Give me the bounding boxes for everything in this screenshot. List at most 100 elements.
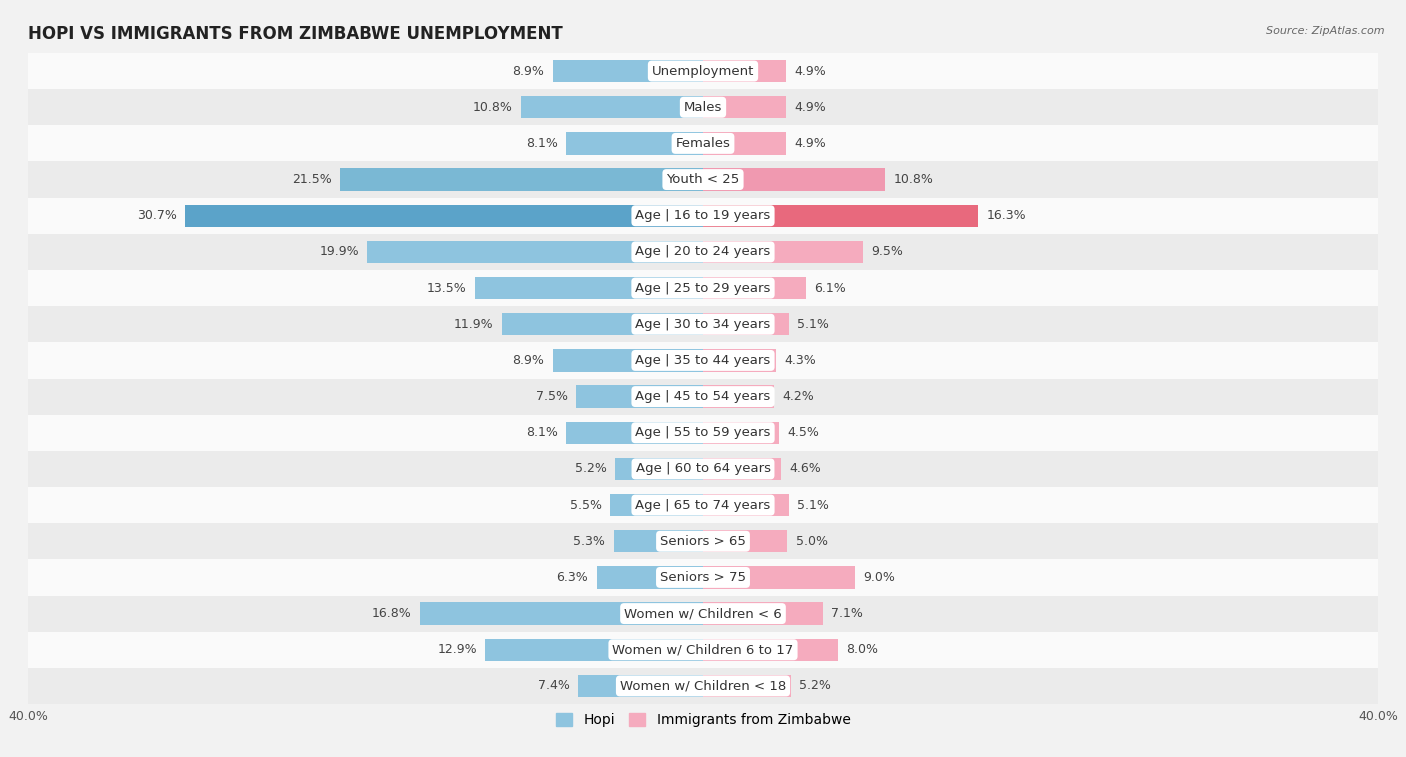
- Text: 19.9%: 19.9%: [319, 245, 359, 258]
- Text: 4.5%: 4.5%: [787, 426, 820, 439]
- Bar: [703, 674, 790, 697]
- Bar: [703, 385, 773, 408]
- Text: 11.9%: 11.9%: [454, 318, 494, 331]
- Bar: [703, 530, 787, 553]
- Bar: [703, 60, 786, 83]
- Legend: Hopi, Immigrants from Zimbabwe: Hopi, Immigrants from Zimbabwe: [550, 707, 856, 733]
- Bar: [703, 132, 786, 154]
- Bar: [520, 96, 703, 118]
- Bar: [28, 306, 1378, 342]
- Bar: [186, 204, 703, 227]
- Text: 8.9%: 8.9%: [513, 64, 544, 77]
- Text: Age | 30 to 34 years: Age | 30 to 34 years: [636, 318, 770, 331]
- Text: Unemployment: Unemployment: [652, 64, 754, 77]
- Text: 8.1%: 8.1%: [526, 137, 558, 150]
- Text: 7.4%: 7.4%: [538, 680, 569, 693]
- Bar: [28, 668, 1378, 704]
- Text: 16.3%: 16.3%: [987, 209, 1026, 223]
- Bar: [485, 639, 703, 661]
- Bar: [28, 523, 1378, 559]
- Text: Age | 35 to 44 years: Age | 35 to 44 years: [636, 354, 770, 367]
- Text: 4.3%: 4.3%: [785, 354, 815, 367]
- Text: 6.3%: 6.3%: [557, 571, 588, 584]
- Text: 5.2%: 5.2%: [799, 680, 831, 693]
- Text: Age | 16 to 19 years: Age | 16 to 19 years: [636, 209, 770, 223]
- Text: 6.1%: 6.1%: [814, 282, 846, 294]
- Bar: [502, 313, 703, 335]
- Bar: [367, 241, 703, 263]
- Text: 5.1%: 5.1%: [797, 499, 830, 512]
- Bar: [610, 494, 703, 516]
- Text: 4.9%: 4.9%: [794, 137, 825, 150]
- Text: 8.9%: 8.9%: [513, 354, 544, 367]
- Text: HOPI VS IMMIGRANTS FROM ZIMBABWE UNEMPLOYMENT: HOPI VS IMMIGRANTS FROM ZIMBABWE UNEMPLO…: [28, 25, 562, 43]
- Bar: [28, 89, 1378, 126]
- Bar: [28, 342, 1378, 378]
- Text: Women w/ Children < 18: Women w/ Children < 18: [620, 680, 786, 693]
- Bar: [703, 494, 789, 516]
- Text: 4.2%: 4.2%: [782, 390, 814, 403]
- Bar: [703, 96, 786, 118]
- Text: 4.9%: 4.9%: [794, 64, 825, 77]
- Text: 10.8%: 10.8%: [894, 173, 934, 186]
- Text: 4.9%: 4.9%: [794, 101, 825, 114]
- Bar: [553, 60, 703, 83]
- Bar: [578, 674, 703, 697]
- Bar: [613, 530, 703, 553]
- Text: Age | 55 to 59 years: Age | 55 to 59 years: [636, 426, 770, 439]
- Text: 10.8%: 10.8%: [472, 101, 512, 114]
- Bar: [28, 234, 1378, 270]
- Bar: [703, 349, 776, 372]
- Bar: [419, 603, 703, 625]
- Text: 5.0%: 5.0%: [796, 534, 828, 548]
- Bar: [28, 198, 1378, 234]
- Text: 8.1%: 8.1%: [526, 426, 558, 439]
- Bar: [703, 458, 780, 480]
- Bar: [703, 204, 979, 227]
- Bar: [28, 596, 1378, 631]
- Text: Youth < 25: Youth < 25: [666, 173, 740, 186]
- Text: 16.8%: 16.8%: [371, 607, 411, 620]
- Bar: [28, 487, 1378, 523]
- Text: 5.2%: 5.2%: [575, 463, 607, 475]
- Text: 30.7%: 30.7%: [136, 209, 177, 223]
- Bar: [28, 161, 1378, 198]
- Text: Source: ZipAtlas.com: Source: ZipAtlas.com: [1267, 26, 1385, 36]
- Text: Females: Females: [675, 137, 731, 150]
- Text: Males: Males: [683, 101, 723, 114]
- Text: 5.1%: 5.1%: [797, 318, 830, 331]
- Text: 7.1%: 7.1%: [831, 607, 863, 620]
- Bar: [28, 631, 1378, 668]
- Bar: [703, 422, 779, 444]
- Text: 7.5%: 7.5%: [536, 390, 568, 403]
- Bar: [28, 53, 1378, 89]
- Bar: [475, 277, 703, 299]
- Text: Age | 65 to 74 years: Age | 65 to 74 years: [636, 499, 770, 512]
- Text: 9.5%: 9.5%: [872, 245, 904, 258]
- Bar: [703, 277, 806, 299]
- Bar: [340, 168, 703, 191]
- Bar: [28, 415, 1378, 451]
- Bar: [28, 126, 1378, 161]
- Bar: [28, 378, 1378, 415]
- Text: Seniors > 75: Seniors > 75: [659, 571, 747, 584]
- Text: 12.9%: 12.9%: [437, 643, 477, 656]
- Bar: [703, 313, 789, 335]
- Bar: [703, 168, 886, 191]
- Bar: [28, 559, 1378, 596]
- Text: 8.0%: 8.0%: [846, 643, 879, 656]
- Text: 21.5%: 21.5%: [292, 173, 332, 186]
- Bar: [567, 422, 703, 444]
- Text: Age | 45 to 54 years: Age | 45 to 54 years: [636, 390, 770, 403]
- Text: Women w/ Children 6 to 17: Women w/ Children 6 to 17: [613, 643, 793, 656]
- Bar: [703, 603, 823, 625]
- Bar: [567, 132, 703, 154]
- Bar: [703, 566, 855, 589]
- Text: Age | 20 to 24 years: Age | 20 to 24 years: [636, 245, 770, 258]
- Bar: [596, 566, 703, 589]
- Text: Age | 25 to 29 years: Age | 25 to 29 years: [636, 282, 770, 294]
- Text: Seniors > 65: Seniors > 65: [659, 534, 747, 548]
- Text: Women w/ Children < 6: Women w/ Children < 6: [624, 607, 782, 620]
- Bar: [576, 385, 703, 408]
- Bar: [703, 241, 863, 263]
